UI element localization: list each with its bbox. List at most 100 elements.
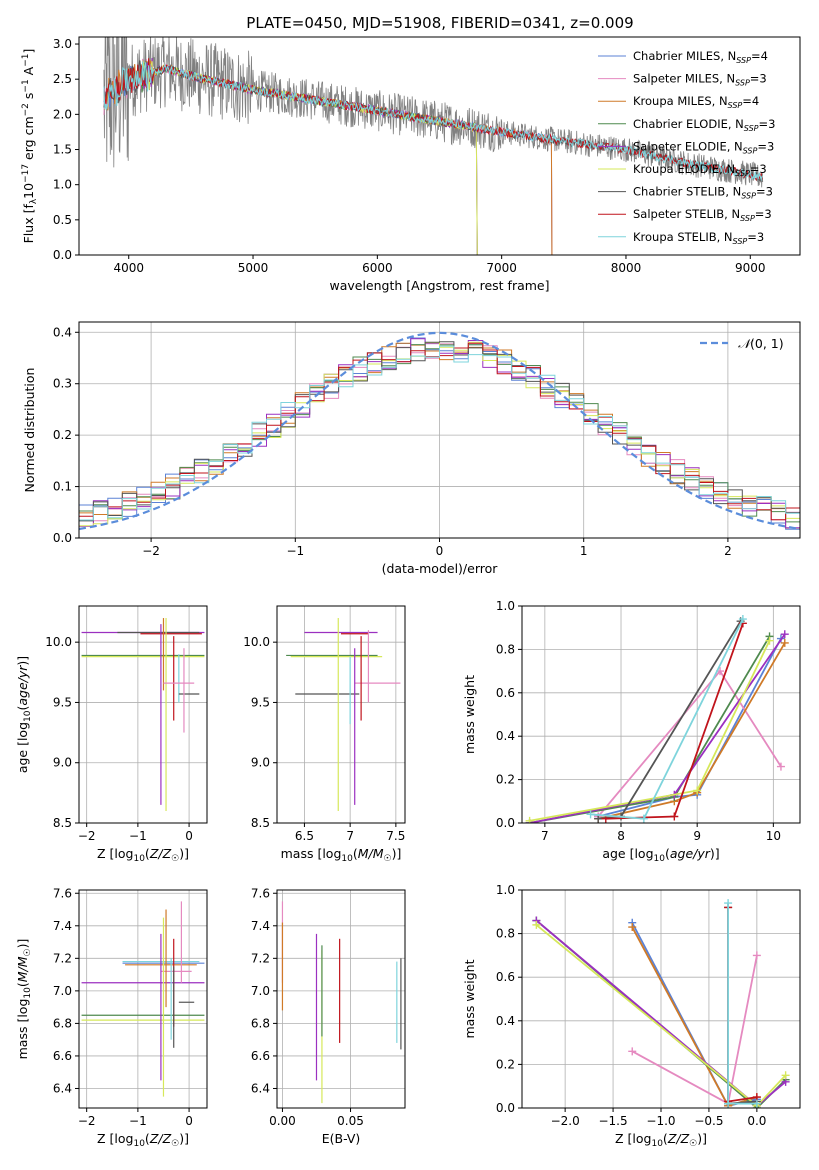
weight-marker — [594, 814, 603, 823]
y-tick-label: 0.6 — [496, 970, 515, 984]
x-tick-label: 0.05 — [337, 1114, 364, 1128]
y-tick-label: 6.4 — [53, 1081, 72, 1095]
x-tick-label: 6.5 — [295, 829, 314, 843]
weight-series-line — [631, 922, 758, 1107]
y-tick-label: 1.0 — [496, 599, 515, 613]
weight-series-line — [631, 955, 758, 1105]
weight-marker — [670, 812, 679, 821]
x-axis-label: wavelength [Angstrom, rest frame] — [329, 278, 549, 293]
x-axis-label: E(B-V) — [322, 1131, 361, 1146]
plot-area — [286, 618, 401, 811]
y-tick-label: 0.4 — [53, 325, 72, 339]
y-tick-label: 0.2 — [496, 773, 515, 787]
grid — [79, 890, 207, 1108]
x-axis-label: Z [log10(Z/Z☉)] — [97, 1131, 189, 1149]
axes-frame: −2 −1 0 8.5 9.0 9.5 10.0 Z [log10(Z/Z☉)] age [lo… — [15, 605, 208, 864]
y-tick-label: 0.1 — [53, 480, 72, 494]
x-tick-label: 7000 — [486, 261, 517, 275]
y-tick-label: 9.0 — [53, 756, 72, 770]
x-tick-label: −1 — [286, 544, 304, 558]
x-tick-label: 5000 — [238, 261, 269, 275]
weight-series-line — [529, 633, 786, 823]
y-tick-label: 1.0 — [53, 178, 72, 192]
y-tick-label: 7.0 — [53, 984, 72, 998]
panel-age_vs_mass: 6.5 7 7.5 8.5 9.0 9.5 10.0 mass [log10(M/M☉)] — [243, 605, 406, 864]
y-axis-label: age [log10(age/yr)] — [15, 656, 33, 773]
y-tick-label: 6.4 — [251, 1081, 270, 1095]
x-tick-label: 6000 — [362, 261, 393, 275]
panel-mass_vs_Z: −2 −1 0 6.4 6.6 6.8 7.0 7.2 7.4 7.6 Z [log10(Z/Z☉)… — [15, 886, 208, 1149]
figure-title: PLATE=0450, MJD=51908, FIBERID=0341, z=0… — [246, 14, 633, 32]
axes-frame: 0.00 0.05 6.4 6.6 6.8 7.0 7.2 7.4 7.6 E(B-V) — [251, 886, 406, 1146]
residual-histogram — [79, 341, 800, 527]
axes-frame: 7 8 9 10 0.0 0.2 0.4 0.6 0.8 1.0 age [log10(age/yr… — [462, 599, 801, 864]
y-tick-label: 0.2 — [496, 1057, 515, 1071]
weight-marker — [780, 630, 789, 639]
plot-area — [81, 901, 205, 1097]
y-tick-label: 9.0 — [251, 756, 270, 770]
y-tick-label: 1.0 — [496, 883, 515, 897]
legend-entry: Kroupa ELODIE, NSSP=3 — [633, 162, 767, 178]
y-tick-label: 6.8 — [251, 1016, 270, 1030]
y-tick-label: 8.5 — [53, 816, 72, 830]
weight-marker — [780, 638, 789, 647]
x-tick-label: 4000 — [113, 261, 144, 275]
y-tick-label: 0.5 — [53, 213, 72, 227]
x-tick-label: −2 — [78, 1114, 96, 1128]
y-tick-label: 0.8 — [496, 927, 515, 941]
x-axis-label: Z [log10(Z/Z☉)] — [97, 846, 189, 864]
y-tick-label: 0.0 — [53, 531, 72, 545]
x-tick-label: 8 — [617, 829, 625, 843]
x-tick-label: 7 — [346, 829, 354, 843]
x-tick-label: 0 — [436, 544, 444, 558]
legend-entry: Chabrier MILES, NSSP=4 — [633, 49, 768, 65]
y-tick-label: 6.6 — [53, 1049, 72, 1063]
y-tick-label: 7.4 — [53, 919, 72, 933]
grid — [522, 889, 800, 1109]
y-tick-label: 3.0 — [53, 37, 72, 51]
weight-marker — [586, 810, 595, 819]
y-axis-label: mass weight — [462, 959, 477, 1038]
y-tick-label: 7.2 — [251, 951, 270, 965]
x-tick-label: 8000 — [611, 261, 642, 275]
y-tick-label: 0.8 — [496, 642, 515, 656]
spectrum-legend: Chabrier MILES, NSSP=4 Salpeter MILES, NS… — [598, 49, 775, 246]
weight-marker — [724, 899, 733, 908]
legend-entry: Salpeter MILES, NSSP=3 — [633, 72, 767, 88]
panel-residuals: −2 −1 0 1 2 0.0 0.1 0.2 0.3 0.4 (data-model)/error… — [22, 321, 801, 576]
panel-weight_vs_age: 7 8 9 10 0.0 0.2 0.4 0.6 0.8 1.0 age [log10(age/yr… — [462, 599, 801, 864]
model-spectrum-line — [103, 61, 763, 182]
x-tick-label: 7 — [541, 829, 549, 843]
plot-area — [81, 618, 205, 811]
grid — [522, 605, 800, 824]
legend-entry: 𝒩(0, 1) — [738, 336, 784, 351]
y-tick-label: 8.5 — [251, 816, 270, 830]
weight-series-line — [727, 907, 757, 1105]
axes-frame: 6.5 7 7.5 8.5 9.0 9.5 10.0 mass [log10(M/M☉)] — [243, 605, 406, 864]
y-tick-label: 6.6 — [251, 1049, 270, 1063]
x-tick-label: 7.5 — [386, 829, 405, 843]
panel-weight_vs_Z: −2.0 −1.5 −1.0 −0.5 0.0 0.0 0.2 0.4 0.6 0.8 1.0 Z [… — [462, 883, 801, 1149]
x-tick-label: −2.0 — [551, 1114, 580, 1128]
x-tick-label: −1 — [129, 829, 147, 843]
weight-marker — [532, 920, 541, 929]
weight-marker — [776, 762, 785, 771]
normal-curve — [79, 331, 800, 531]
y-tick-label: 0.0 — [53, 248, 72, 262]
x-tick-label: −0.5 — [694, 1114, 723, 1128]
axes-frame: −2 −1 0 1 2 0.0 0.1 0.2 0.3 0.4 (data-model)/error… — [22, 321, 801, 576]
plot-area — [281, 901, 402, 1104]
weight-marker — [628, 1047, 637, 1056]
y-tick-label: 9.5 — [251, 695, 270, 709]
axes-frame: −2.0 −1.5 −1.0 −0.5 0.0 0.0 0.2 0.4 0.6 0.8 1.0 Z [… — [462, 883, 801, 1149]
y-tick-label: 7.6 — [53, 886, 72, 900]
y-tick-label: 10.0 — [243, 635, 270, 649]
y-tick-label: 0.6 — [496, 686, 515, 700]
x-tick-label: 0 — [185, 829, 193, 843]
legend-entry: Kroupa MILES, NSSP=4 — [633, 94, 759, 110]
x-tick-label: 0.00 — [269, 1114, 296, 1128]
x-tick-label: 9000 — [735, 261, 766, 275]
y-tick-label: 0.0 — [496, 1101, 515, 1115]
residual-legend: 𝒩(0, 1) — [700, 336, 784, 351]
